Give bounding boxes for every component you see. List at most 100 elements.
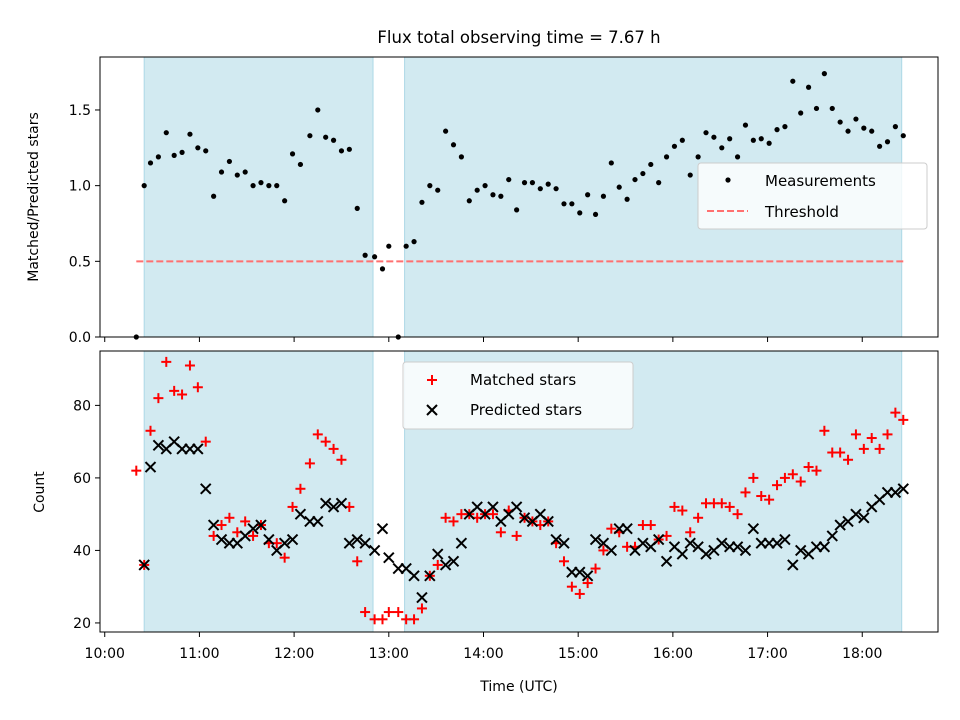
measurement-point xyxy=(490,192,496,198)
predicted-star-point xyxy=(660,555,673,568)
predicted-star-point xyxy=(152,439,165,451)
measurement-point xyxy=(419,199,425,205)
x-stroke-b xyxy=(676,548,689,560)
legend-x-marker xyxy=(426,404,438,416)
matched-star-point xyxy=(779,472,790,483)
predicted-star-point xyxy=(192,443,204,455)
predicted-star-point xyxy=(319,497,332,509)
predicted-star-point xyxy=(581,570,594,582)
measurement-point xyxy=(727,136,733,142)
legend-measurements-marker xyxy=(725,177,731,183)
y-axis-label: Matched/Predicted stars xyxy=(26,112,42,282)
predicted-star-point xyxy=(286,533,299,546)
predicted-star-point xyxy=(542,515,554,528)
measurement-point xyxy=(354,205,360,211)
matched-star-point xyxy=(131,465,142,476)
measurement-point xyxy=(837,119,843,125)
plot-area xyxy=(131,356,909,625)
measurement-point xyxy=(346,146,352,152)
predicted-star-point xyxy=(518,512,531,524)
predicted-star-point xyxy=(376,522,389,535)
matched-star-point xyxy=(858,443,869,454)
matched-star-point xyxy=(409,614,420,625)
measurement-point xyxy=(640,170,646,177)
measurement-point xyxy=(307,133,313,139)
predicted-star-point xyxy=(200,483,212,495)
predicted-star-point xyxy=(510,501,523,513)
matched-star-point xyxy=(153,393,164,404)
panel-ratio: 0.0 0.5 1.0 1.5 Matched/Predicted stars Mea… xyxy=(26,56,939,346)
measurement-point xyxy=(869,128,875,134)
x-stroke-b xyxy=(574,566,586,578)
predicted-star-point xyxy=(589,533,602,546)
measurement-point xyxy=(829,105,835,112)
x-stroke-b xyxy=(400,562,412,575)
x-stroke-b xyxy=(692,541,704,553)
matched-star-point xyxy=(693,512,704,523)
measurement-point xyxy=(226,158,233,165)
matched-star-point xyxy=(819,425,830,436)
predicted-star-point xyxy=(716,537,728,549)
matched-star-point xyxy=(304,458,315,469)
measurement-point xyxy=(845,128,851,134)
x-stroke-b xyxy=(518,512,531,524)
matched-star-point xyxy=(787,469,798,480)
measurement-point xyxy=(443,128,449,134)
predicted-star-point xyxy=(359,537,371,549)
x-stroke-b xyxy=(818,541,831,553)
x-stroke-b xyxy=(359,537,371,549)
x-tick-label: 12:00 xyxy=(274,646,314,662)
matched-star-point xyxy=(685,527,696,538)
measurement-point xyxy=(624,196,630,202)
x-stroke-b xyxy=(312,515,324,528)
matched-star-point xyxy=(882,429,893,440)
measurement-point xyxy=(545,181,551,187)
measurement-point xyxy=(234,172,240,178)
x-stroke-b xyxy=(192,443,204,455)
x-stroke-b xyxy=(447,555,460,568)
legend-measurements-label: Measurements xyxy=(765,172,876,190)
x-stroke-b xyxy=(510,501,523,513)
measurement-point xyxy=(671,143,678,149)
predicted-star-point xyxy=(447,555,460,568)
matched-star-point xyxy=(240,516,251,527)
predicted-star-point xyxy=(278,537,291,549)
matched-star-point xyxy=(740,487,751,498)
x-ticks xyxy=(104,337,863,342)
measurement-point xyxy=(695,154,701,160)
x-stroke-b xyxy=(335,497,348,509)
measurement-point xyxy=(242,169,248,175)
measurement-point xyxy=(282,198,288,204)
x-stroke-b xyxy=(424,570,436,582)
predicted-star-point xyxy=(858,512,870,524)
matched-star-point xyxy=(184,360,195,371)
x-stroke-b xyxy=(589,533,602,546)
x-stroke-b xyxy=(168,435,180,448)
y-tick-label: 20 xyxy=(73,616,91,632)
matched-star-point xyxy=(145,425,156,436)
measurement-point xyxy=(600,193,607,199)
matched-star-point xyxy=(645,520,656,531)
panel-frame xyxy=(99,56,939,338)
measurement-point xyxy=(482,183,488,189)
x-stroke-b xyxy=(294,508,307,520)
measurement-point xyxy=(195,145,201,151)
measurement-point xyxy=(703,130,709,136)
x-stroke-b xyxy=(605,544,618,557)
measurement-point xyxy=(742,122,749,128)
measurement-point xyxy=(892,124,898,130)
x-stroke-b xyxy=(432,548,444,560)
matched-star-point xyxy=(169,385,180,396)
measurement-point xyxy=(203,148,209,154)
legend-matched-marker xyxy=(427,375,437,385)
predicted-star-point xyxy=(138,559,150,571)
matched-star-point xyxy=(248,530,259,541)
legend-predicted-marker xyxy=(426,404,438,416)
matched-star-point xyxy=(606,523,617,534)
plot-area xyxy=(133,71,906,340)
x-stroke-b xyxy=(351,533,363,546)
matched-star-point xyxy=(716,498,727,509)
x-stroke-b xyxy=(739,544,752,557)
x-stroke-b xyxy=(834,519,846,531)
predicted-star-point xyxy=(383,551,395,564)
